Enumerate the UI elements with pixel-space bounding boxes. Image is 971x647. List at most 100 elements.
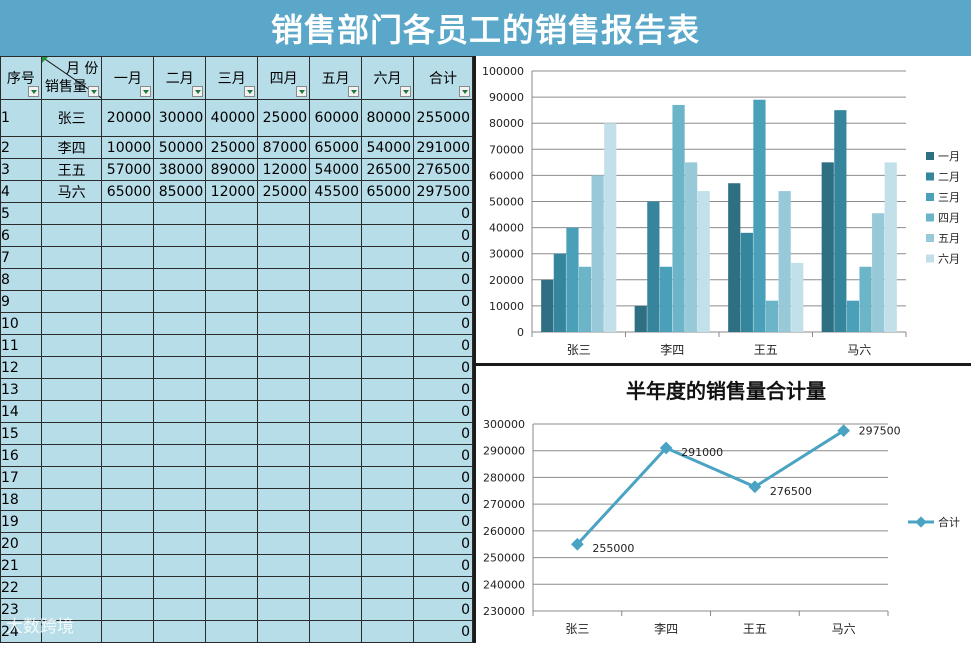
row-value-cell[interactable] xyxy=(309,268,363,291)
row-name-cell[interactable] xyxy=(40,224,103,247)
row-value-cell[interactable] xyxy=(257,312,311,335)
row-value-cell[interactable] xyxy=(205,422,259,445)
row-total-cell[interactable]: 0 xyxy=(413,554,473,577)
row-value-cell[interactable] xyxy=(205,400,259,423)
row-total-cell[interactable]: 0 xyxy=(413,334,473,357)
row-value-cell[interactable] xyxy=(257,554,311,577)
row-name-cell[interactable] xyxy=(40,246,103,269)
row-value-cell[interactable]: 12000 xyxy=(257,158,311,181)
row-seq-cell[interactable]: 8 xyxy=(0,268,42,291)
row-value-cell[interactable] xyxy=(205,466,259,489)
row-total-cell[interactable]: 0 xyxy=(413,400,473,423)
header-cell-seq[interactable]: 序号 xyxy=(0,56,42,100)
row-total-cell[interactable]: 0 xyxy=(413,356,473,379)
header-cell-month-6[interactable]: 六月 xyxy=(361,56,415,100)
row-value-cell[interactable] xyxy=(205,356,259,379)
row-value-cell[interactable] xyxy=(257,532,311,555)
row-name-cell[interactable] xyxy=(40,510,103,533)
row-total-cell[interactable]: 0 xyxy=(413,290,473,313)
row-value-cell[interactable] xyxy=(257,246,311,269)
row-value-cell[interactable] xyxy=(153,532,207,555)
header-cell-month-5[interactable]: 五月 xyxy=(309,56,363,100)
row-value-cell[interactable] xyxy=(153,598,207,621)
row-total-cell[interactable]: 0 xyxy=(413,444,473,467)
row-total-cell[interactable]: 0 xyxy=(413,510,473,533)
row-value-cell[interactable] xyxy=(205,576,259,599)
row-seq-cell[interactable]: 11 xyxy=(0,334,42,357)
row-value-cell[interactable] xyxy=(361,444,415,467)
row-value-cell[interactable]: 20000 xyxy=(101,99,155,137)
row-total-cell[interactable]: 0 xyxy=(413,488,473,511)
header-cell-month-3[interactable]: 三月 xyxy=(205,56,259,100)
row-total-cell[interactable]: 0 xyxy=(413,202,473,225)
row-value-cell[interactable] xyxy=(153,224,207,247)
row-value-cell[interactable] xyxy=(309,444,363,467)
row-seq-cell[interactable]: 17 xyxy=(0,466,42,489)
row-value-cell[interactable] xyxy=(309,400,363,423)
row-value-cell[interactable]: 40000 xyxy=(205,99,259,137)
row-name-cell[interactable]: 张三 xyxy=(40,99,103,137)
row-value-cell[interactable] xyxy=(361,246,415,269)
row-value-cell[interactable] xyxy=(309,356,363,379)
row-value-cell[interactable] xyxy=(205,510,259,533)
row-name-cell[interactable] xyxy=(40,334,103,357)
row-value-cell[interactable] xyxy=(361,620,415,643)
row-value-cell[interactable] xyxy=(205,224,259,247)
row-total-cell[interactable]: 0 xyxy=(413,532,473,555)
row-value-cell[interactable]: 54000 xyxy=(309,158,363,181)
row-total-cell[interactable]: 0 xyxy=(413,598,473,621)
row-seq-cell[interactable]: 6 xyxy=(0,224,42,247)
row-value-cell[interactable] xyxy=(257,356,311,379)
row-value-cell[interactable] xyxy=(205,378,259,401)
row-total-cell[interactable]: 0 xyxy=(413,378,473,401)
row-value-cell[interactable]: 65000 xyxy=(309,136,363,159)
row-name-cell[interactable] xyxy=(40,620,103,643)
filter-dropdown-icon[interactable] xyxy=(88,86,100,97)
row-value-cell[interactable] xyxy=(309,422,363,445)
row-value-cell[interactable]: 65000 xyxy=(101,180,155,203)
row-name-cell[interactable]: 李四 xyxy=(40,136,103,159)
row-value-cell[interactable] xyxy=(257,620,311,643)
row-name-cell[interactable] xyxy=(40,290,103,313)
row-value-cell[interactable]: 80000 xyxy=(361,99,415,137)
row-value-cell[interactable]: 65000 xyxy=(361,180,415,203)
row-value-cell[interactable] xyxy=(153,202,207,225)
row-value-cell[interactable] xyxy=(361,312,415,335)
row-name-cell[interactable] xyxy=(40,378,103,401)
row-seq-cell[interactable]: 9 xyxy=(0,290,42,313)
row-value-cell[interactable] xyxy=(309,510,363,533)
row-seq-cell[interactable]: 18 xyxy=(0,488,42,511)
row-value-cell[interactable] xyxy=(153,576,207,599)
row-seq-cell[interactable]: 1 xyxy=(0,99,42,137)
row-value-cell[interactable] xyxy=(361,400,415,423)
row-name-cell[interactable] xyxy=(40,488,103,511)
row-value-cell[interactable] xyxy=(153,312,207,335)
row-value-cell[interactable] xyxy=(153,444,207,467)
row-value-cell[interactable] xyxy=(153,510,207,533)
row-value-cell[interactable] xyxy=(153,268,207,291)
row-seq-cell[interactable]: 3 xyxy=(0,158,42,181)
row-value-cell[interactable] xyxy=(205,554,259,577)
row-value-cell[interactable]: 30000 xyxy=(153,99,207,137)
row-value-cell[interactable] xyxy=(257,400,311,423)
row-value-cell[interactable] xyxy=(153,422,207,445)
row-value-cell[interactable] xyxy=(205,202,259,225)
row-name-cell[interactable] xyxy=(40,532,103,555)
row-total-cell[interactable]: 0 xyxy=(413,312,473,335)
monthly-bar-chart[interactable]: 0 10000 20000 30000 40000 50000 60000 70000 8000… xyxy=(476,56,971,363)
row-value-cell[interactable] xyxy=(361,488,415,511)
row-value-cell[interactable] xyxy=(153,400,207,423)
row-value-cell[interactable] xyxy=(205,312,259,335)
row-value-cell[interactable] xyxy=(101,378,155,401)
row-value-cell[interactable] xyxy=(257,224,311,247)
row-name-cell[interactable] xyxy=(40,268,103,291)
row-value-cell[interactable] xyxy=(205,268,259,291)
row-total-cell[interactable]: 0 xyxy=(413,268,473,291)
row-value-cell[interactable] xyxy=(309,466,363,489)
row-total-cell[interactable]: 0 xyxy=(413,576,473,599)
filter-dropdown-icon[interactable] xyxy=(400,86,412,97)
row-value-cell[interactable]: 57000 xyxy=(101,158,155,181)
row-value-cell[interactable] xyxy=(101,422,155,445)
row-value-cell[interactable] xyxy=(309,224,363,247)
row-value-cell[interactable] xyxy=(361,466,415,489)
